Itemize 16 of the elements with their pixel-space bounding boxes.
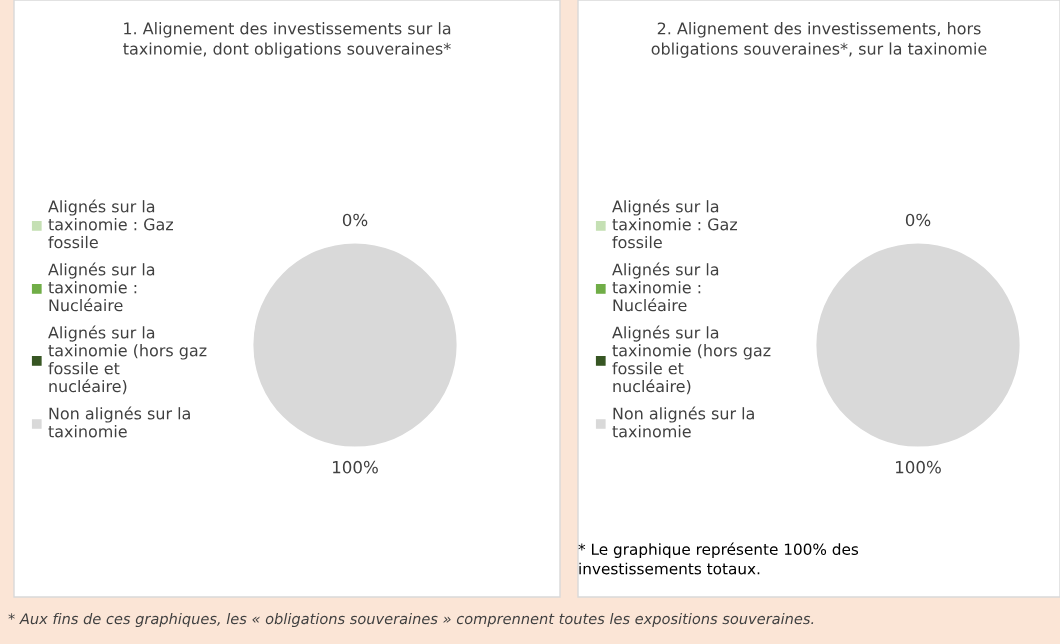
legend-label: Alignés sur la taxinomie : Gaz fossile xyxy=(612,199,738,249)
text: * Aux fins de ces graphiques, les « obligations souveraines » comprennent toutes les expositions souveraines. xyxy=(8,612,814,628)
text: 0% xyxy=(905,213,931,227)
legend-label: Alignés sur la taxinomie (hors gaz fossile et nucléaire) xyxy=(48,325,207,395)
data-label: 100% xyxy=(896,460,941,474)
chart-title: 2. Alignement des investissements, hors obligations souveraines*, sur la taxinomie xyxy=(651,22,987,58)
legend-label: Alignés sur la taxinomie : Nucléaire xyxy=(48,262,155,312)
data-label: 100% xyxy=(333,460,378,474)
legend-label: Alignés sur la taxinomie : Gaz fossile xyxy=(48,199,174,249)
legend-label: Non alignés sur la taxinomie xyxy=(48,406,190,438)
chart-title: 1. Alignement des investissements sur la taxinomie, dont obligations souveraines* xyxy=(123,22,451,58)
legend-label: Alignés sur la taxinomie (hors gaz fossile et nucléaire) xyxy=(612,325,771,395)
text: * Le graphique représente 100% des investissements totaux. xyxy=(578,542,859,575)
text: 0% xyxy=(342,213,368,227)
legend-label: Alignés sur la taxinomie : Nucléaire xyxy=(612,262,719,312)
legend-label: Non alignés sur la taxinomie xyxy=(612,406,754,438)
